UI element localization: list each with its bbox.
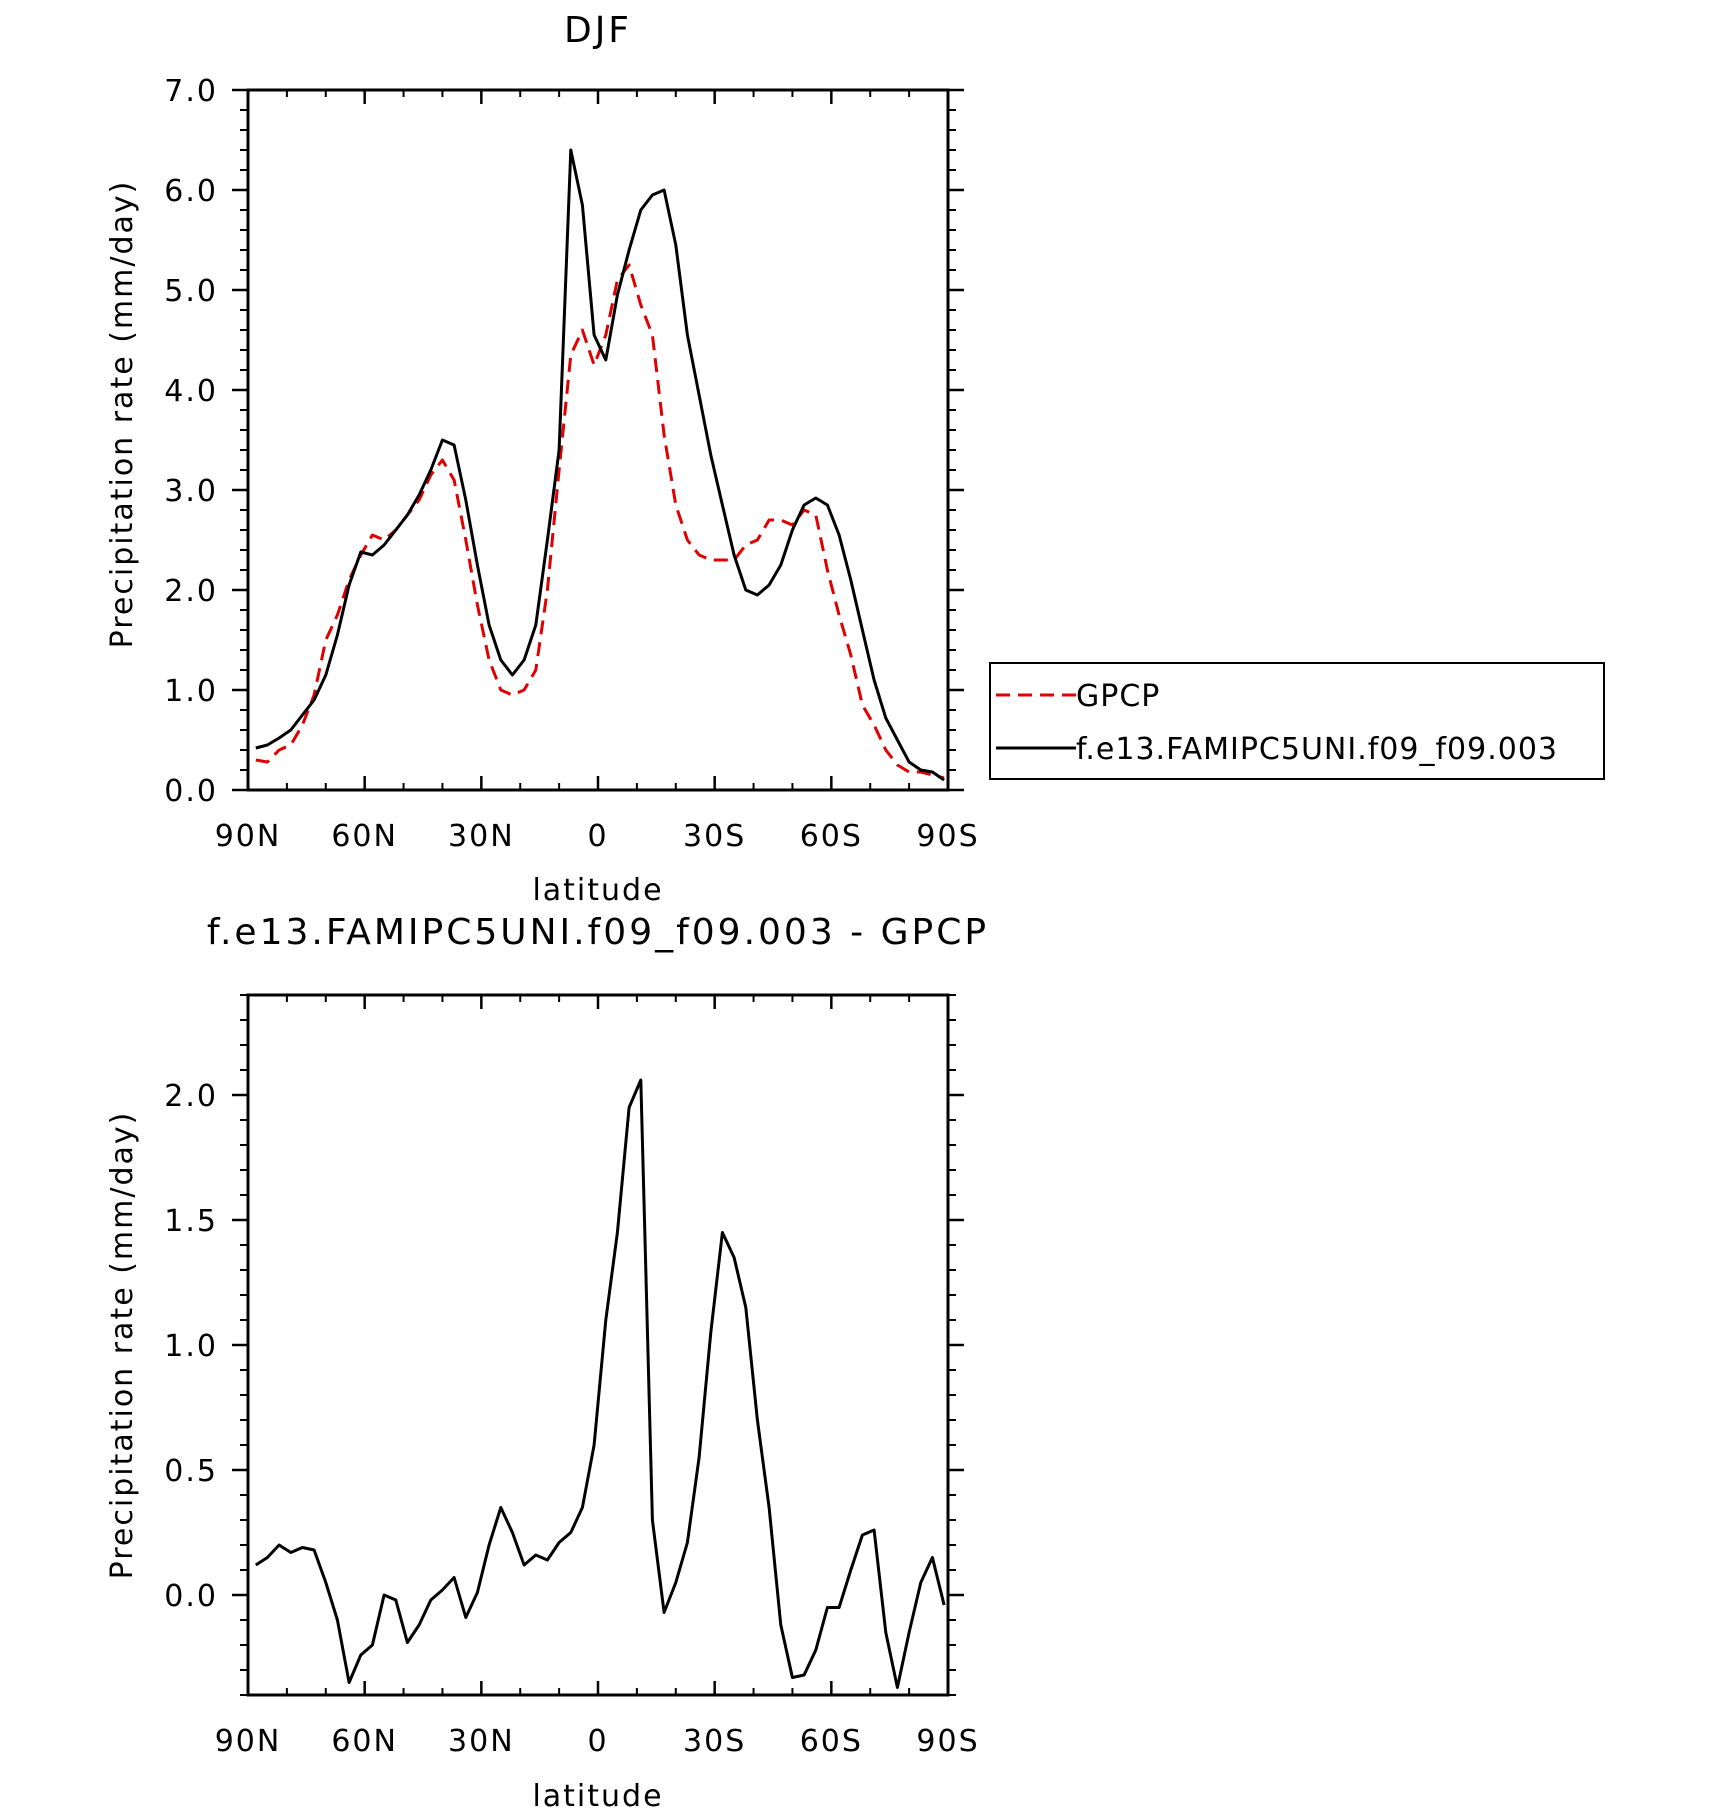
x-tick-label: 30N (448, 819, 515, 854)
x-tick-label: 30N (448, 1724, 515, 1759)
legend: GPCP f.e13.FAMIPC5UNI.f09_f09.003 (989, 662, 1605, 780)
x-tick-label: 60N (331, 1724, 398, 1759)
bottom-chart-title: f.e13.FAMIPC5UNI.f09_f09.003 - GPCP (207, 912, 989, 953)
x-tick-label: 90N (215, 819, 282, 854)
x-tick-label: 30S (683, 1724, 746, 1759)
f.e13.FAMIPC5UNI.f09_f09.003-series-line (255, 148, 945, 782)
top-y-axis-label: Precipitation rate (mm/day) (105, 180, 140, 649)
x-tick-label: 60N (331, 819, 398, 854)
bottom-x-axis-label: latitude (532, 1779, 663, 1811)
y-tick-label: 3.0 (164, 474, 218, 509)
x-tick-label: 0 (587, 1724, 608, 1759)
y-tick-label: 5.0 (164, 274, 218, 309)
y-tick-label: 6.0 (164, 174, 218, 209)
y-tick-label: 1.5 (164, 1204, 218, 1239)
bottom-panel: f.e13.FAMIPC5UNI.f09_f09.003 - GPCP Prec… (105, 912, 989, 1811)
y-tick-label: 2.0 (164, 1079, 218, 1114)
x-tick-label: 0 (587, 819, 608, 854)
x-tick-label: 90S (916, 819, 979, 854)
top-ticks: 90N 60N 30N 0 30S 60S 90S 0.0 1.0 2.0 3.0 4.0 5.0 6.0… (164, 74, 979, 854)
x-tick-label: 90S (916, 1724, 979, 1759)
bottom-y-axis-label: Precipitation rate (mm/day) (105, 1111, 140, 1580)
top-chart-title: DJF (564, 10, 632, 51)
y-tick-label: 1.0 (164, 674, 218, 709)
bottom-series (254, 1078, 946, 1689)
x-tick-label: 60S (800, 1724, 863, 1759)
top-panel: DJF Precipitation rate (mm/day) latitude… (105, 10, 1605, 908)
y-tick-label: 0.5 (164, 1454, 218, 1489)
legend-box (989, 662, 1605, 780)
y-tick-label: 0.0 (164, 774, 218, 809)
y-tick-label: 4.0 (164, 374, 218, 409)
top-series (255, 148, 945, 782)
y-tick-label: 2.0 (164, 574, 218, 609)
legend-gpcp-label: GPCP (1076, 679, 1160, 714)
top-plot-frame (246, 88, 950, 792)
GPCP-series-line (255, 263, 945, 780)
top-x-axis-label: latitude (532, 873, 663, 908)
bottom-ticks: 90N 60N 30N 0 30S 60S 90S 0.0 0.5 1.0 1.5 2.0 (164, 994, 979, 1759)
y-tick-label: 7.0 (164, 74, 218, 109)
y-tick-label: 0.0 (164, 1579, 218, 1614)
difference-series-line (254, 1078, 946, 1689)
x-tick-label: 60S (800, 819, 863, 854)
x-tick-label: 30S (683, 819, 746, 854)
legend-model-label: f.e13.FAMIPC5UNI.f09_f09.003 (1076, 732, 1558, 767)
y-tick-label: 1.0 (164, 1329, 218, 1364)
x-tick-label: 90N (215, 1724, 282, 1759)
